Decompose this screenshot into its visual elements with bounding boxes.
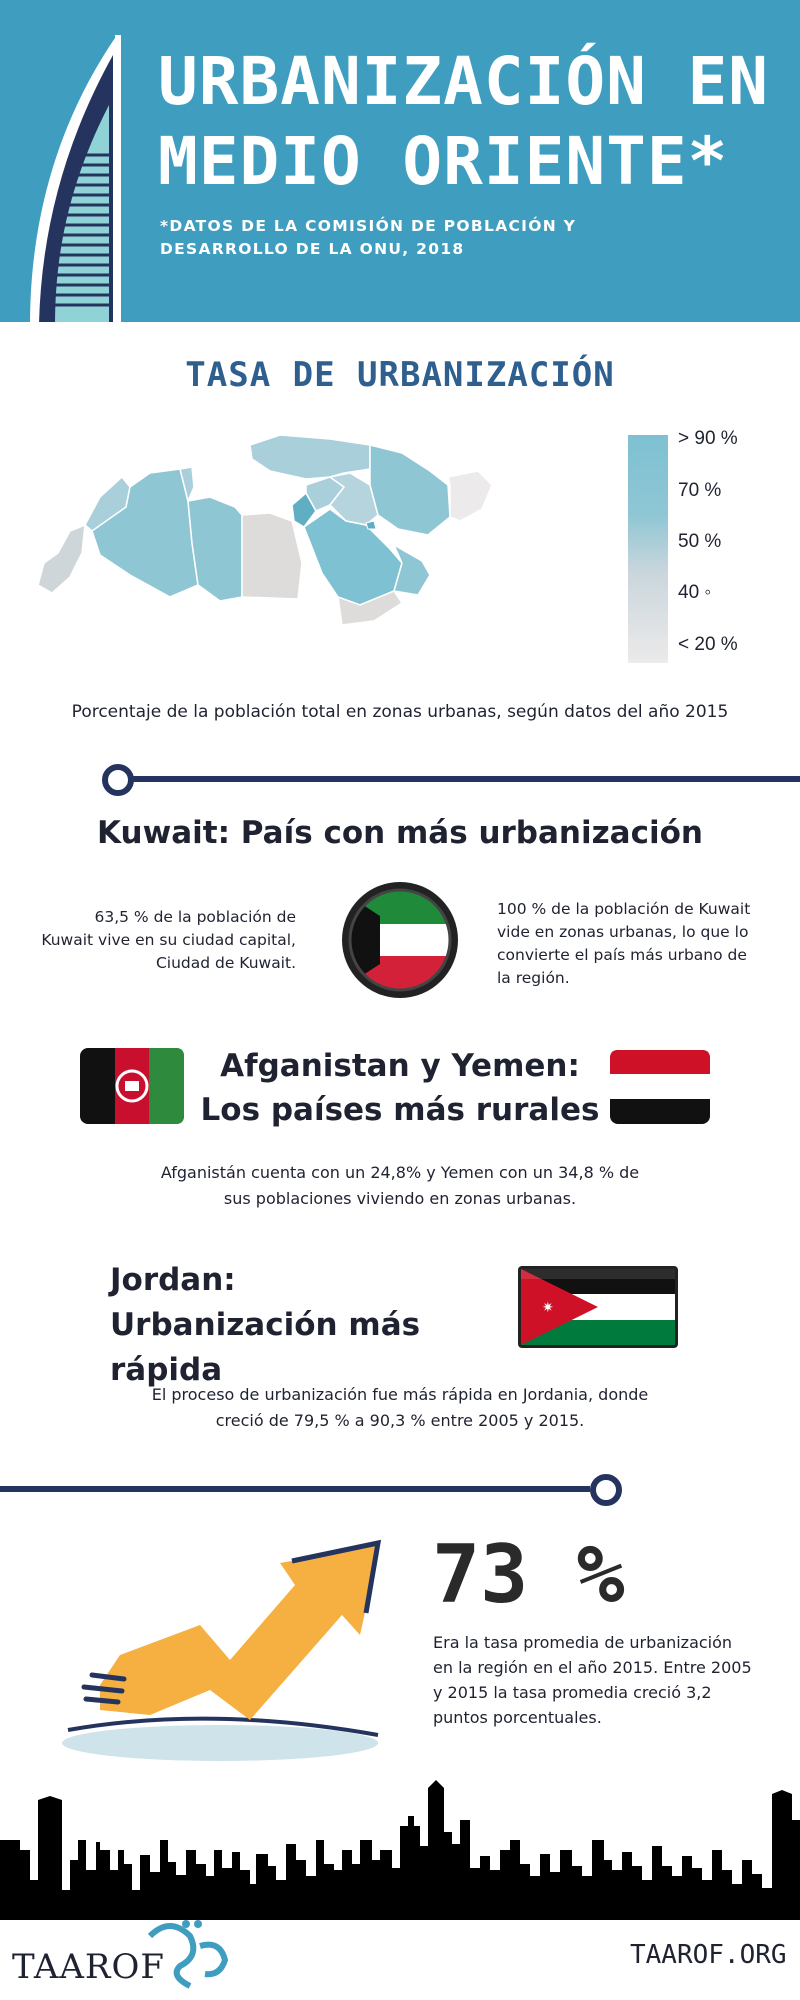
page-title: URBANIZACIÓN EN MEDIO ORIENTE* <box>158 43 770 200</box>
middle-east-urbanization-map <box>37 434 493 626</box>
svg-text:TAAROF: TAAROF <box>12 1947 165 1987</box>
afghanistan-yemen-title: Afganistan y Yemen: Los países más rural… <box>200 1044 600 1132</box>
timeline-line <box>132 776 800 782</box>
kuwait-capital-text: 63,5 % de la población de Kuwait vive en… <box>41 908 296 972</box>
jordan-title-line2: Urbanización más rápida <box>110 1307 421 1388</box>
timeline-line <box>0 1486 590 1492</box>
kuwait-section-title: Kuwait: País con más urbanización <box>97 815 703 851</box>
timeline-node <box>590 1474 622 1506</box>
map-caption: Porcentaje de la población total en zona… <box>71 702 729 722</box>
legend-color-scale <box>628 435 668 663</box>
afghanistan-yemen-title-line2: Los países más rurales <box>200 1092 600 1128</box>
burj-al-arab-icon <box>30 35 121 322</box>
city-skyline-silhouette <box>0 1780 800 1920</box>
jordan-title-line1: Jordan: <box>110 1262 236 1298</box>
afghanistan-flag-icon <box>80 1048 184 1124</box>
kuwait-flag-icon <box>342 882 458 998</box>
jordan-caption: El proceso de urbanización fue más rápid… <box>151 1385 649 1430</box>
svg-text:✷: ✷ <box>542 1300 554 1316</box>
legend-label: 50 % <box>678 531 722 552</box>
average-urbanization-text: Era la tasa promedia de urbanización en … <box>433 1633 752 1727</box>
legend-label: > 90 % <box>678 428 738 449</box>
jordan-flag-icon: ✷ <box>518 1266 678 1348</box>
growth-arrow-icon <box>62 1539 382 1761</box>
average-urbanization-value: 73 % <box>432 1528 625 1621</box>
afghanistan-yemen-caption: Afganistán cuenta con un 24,8% y Yemen c… <box>160 1163 640 1208</box>
jordan-title: Jordan: Urbanización más rápida <box>110 1258 510 1393</box>
source-subtitle: *DATOS DE LA COMISIÓN DE POBLACIÓN Y DES… <box>160 217 577 258</box>
legend-label: 70 % <box>678 480 722 501</box>
legend-label: < 20 % <box>678 634 738 655</box>
kuwait-urban-text: 100 % de la población de Kuwait vide en … <box>497 900 751 987</box>
website-url: TAAROF.ORG <box>630 1940 787 1970</box>
header-banner: URBANIZACIÓN EN MEDIO ORIENTE* *DATOS DE… <box>0 0 800 322</box>
timeline-node <box>102 764 134 796</box>
legend-label: 40 ◦ <box>678 582 712 603</box>
map-section-title: TASA DE URBANIZACIÓN <box>185 355 615 395</box>
afghanistan-yemen-title-line1: Afganistan y Yemen: <box>220 1048 580 1084</box>
yemen-flag-icon <box>610 1050 710 1124</box>
taarof-logo: TAAROF <box>12 1920 229 1989</box>
